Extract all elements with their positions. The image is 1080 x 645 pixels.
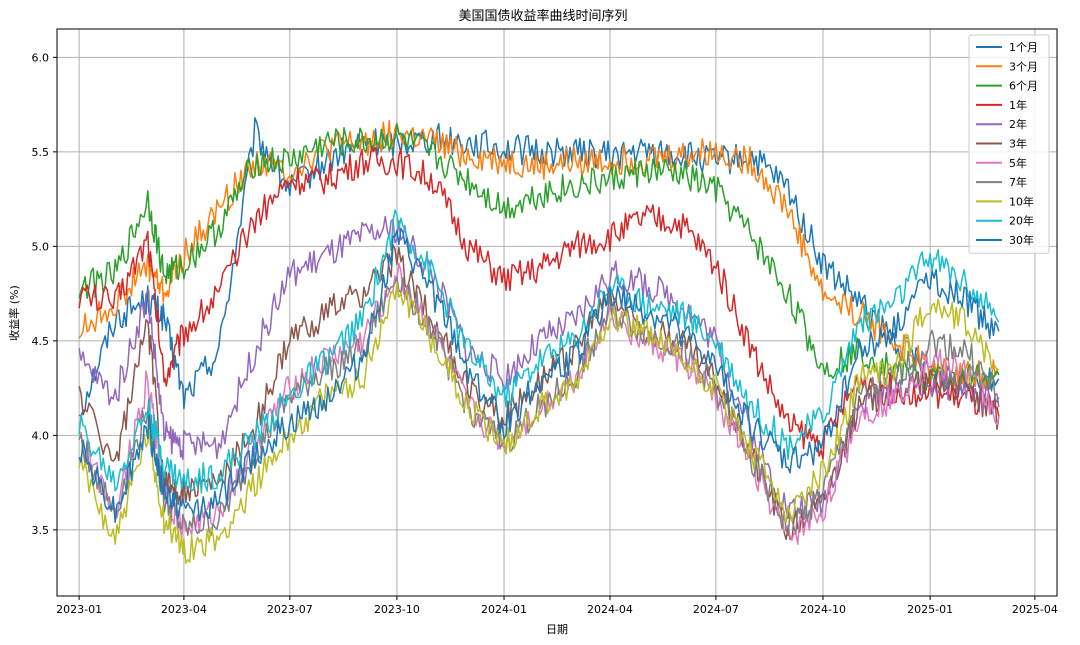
chart-title: 美国国债收益率曲线时间序列: [458, 8, 627, 24]
y-tick-label: 6.0: [32, 51, 50, 64]
legend-label: 10年: [1009, 194, 1034, 208]
y-axis-label: 收益率 (%): [7, 285, 21, 341]
plot-frame: [56, 28, 1058, 597]
x-axis-ticks: 2023-01 2023-04 2023-07 2023-10 2024-01 2024-…: [56, 596, 1058, 616]
y-axis-ticks: 3.5 4.0 4.5 5.0 5.5 6.0: [32, 51, 57, 537]
legend-label: 5年: [1009, 156, 1027, 170]
y-tick-label: 5.5: [32, 146, 50, 159]
legend-label: 3年: [1009, 137, 1027, 151]
x-tick-label: 2024-10: [800, 603, 846, 616]
x-tick-label: 2023-04: [161, 603, 207, 616]
series-line: [78, 117, 1000, 417]
x-tick-label: 2023-01: [56, 603, 102, 616]
x-axis-label: 日期: [546, 623, 568, 636]
y-tick-label: 4.0: [32, 429, 50, 442]
legend-label: 7年: [1009, 175, 1027, 189]
x-tick-label: 2024-07: [693, 603, 739, 616]
series-line: [78, 119, 1000, 390]
x-tick-label: 2024-01: [481, 603, 527, 616]
y-tick-label: 4.5: [32, 335, 50, 348]
legend-label: 2年: [1009, 117, 1027, 131]
x-tick-label: 2025-04: [1012, 603, 1058, 616]
series-line: [78, 209, 1000, 494]
legend-label: 3个月: [1009, 60, 1038, 73]
x-tick-label: 2025-01: [907, 603, 953, 616]
y-tick-label: 3.5: [32, 524, 50, 537]
legend-label: 1个月: [1009, 41, 1038, 54]
legend-label: 1年: [1009, 98, 1027, 112]
legend-label: 30年: [1009, 233, 1034, 247]
legend-box: [968, 34, 1050, 254]
x-tick-label: 2024-04: [587, 603, 633, 616]
series-line: [78, 123, 1000, 393]
y-tick-label: 5.0: [32, 240, 50, 253]
legend-label: 6个月: [1009, 80, 1038, 93]
x-tick-label: 2023-07: [267, 603, 313, 616]
series-line: [78, 227, 1000, 524]
series-line: [78, 282, 1000, 565]
legend-label: 20年: [1009, 214, 1034, 228]
grid-lines: [57, 29, 1057, 596]
x-tick-label: 2023-10: [374, 603, 420, 616]
series-lines: [78, 117, 1000, 565]
legend: 1个月 3个月 6个月 1年 2年 3年 5年 7年 10年 20年 30年: [968, 34, 1050, 254]
